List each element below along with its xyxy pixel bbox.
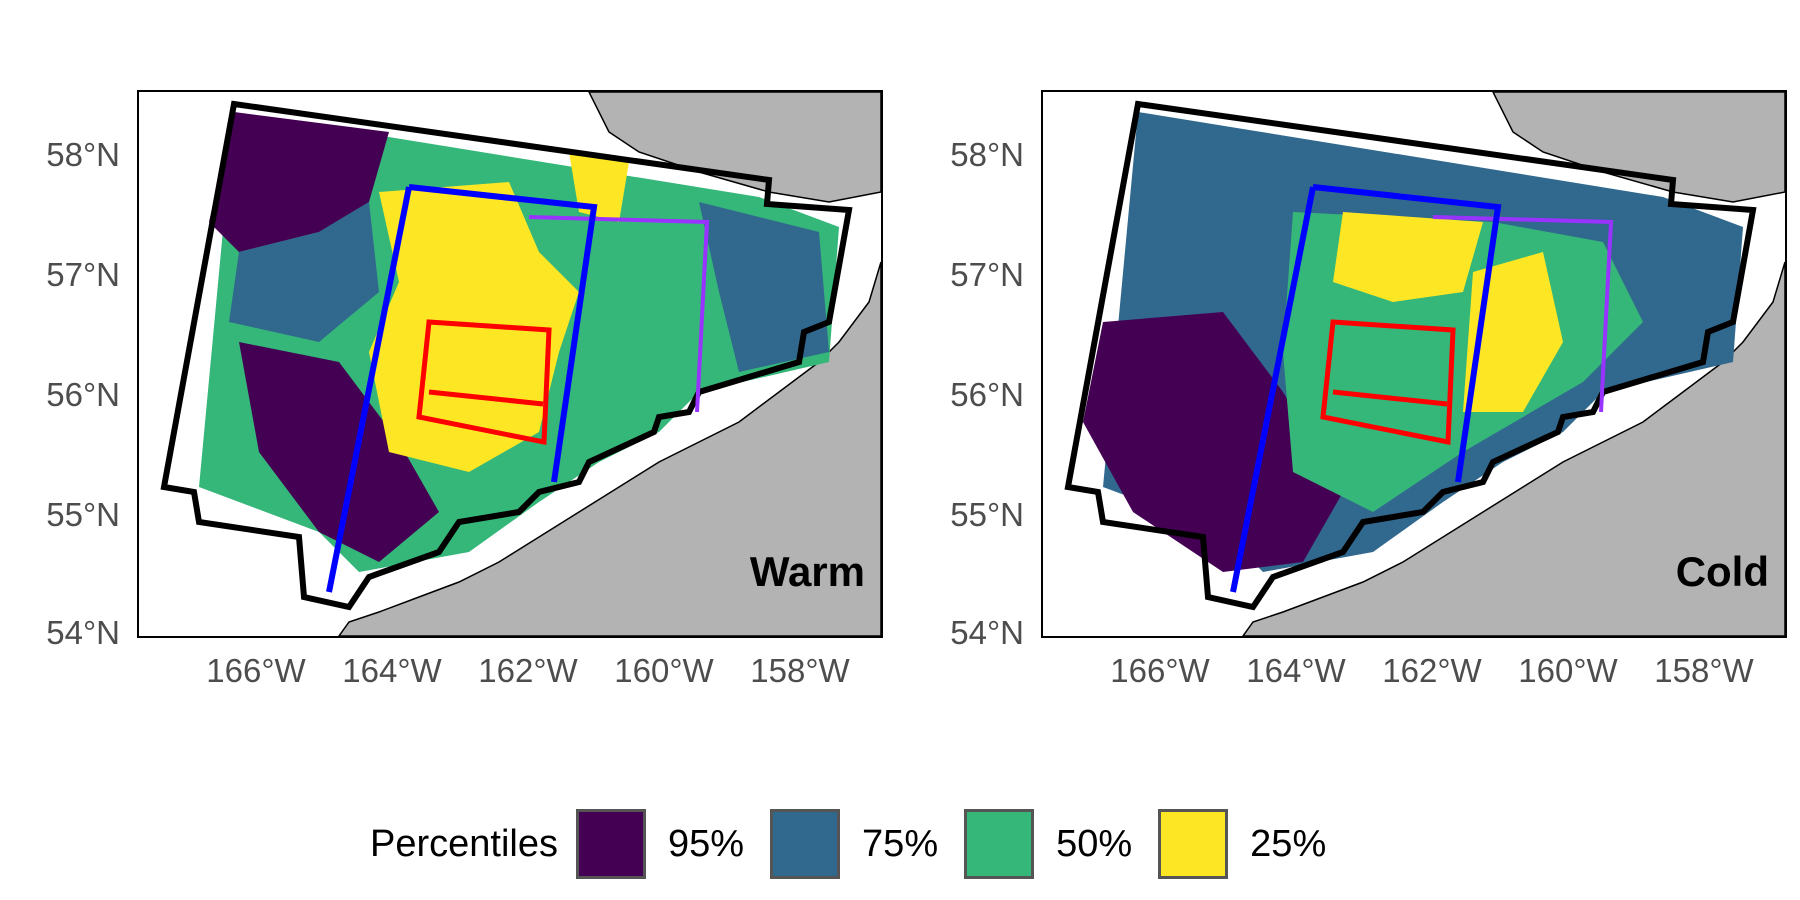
- ytick-56-warm: 56°N: [46, 376, 120, 413]
- red-box: [1320, 319, 1456, 446]
- red-box: [416, 319, 552, 446]
- region-95-south: [1083, 312, 1343, 572]
- legend-label-75: 75%: [862, 822, 939, 865]
- ytick-57-cold: 57°N: [950, 256, 1024, 293]
- map-cold-svg: [1064, 92, 1785, 636]
- legend-label-25: 25%: [1250, 822, 1327, 865]
- ytick-58-warm: 58°N: [46, 136, 120, 173]
- xtick-160-cold: 160°W: [1518, 652, 1618, 689]
- map-warm-svg: [160, 92, 881, 636]
- xtick-166-cold: 166°W: [1110, 652, 1210, 689]
- panel-label-cold: Cold: [1675, 548, 1769, 595]
- region-75-west: [229, 202, 379, 342]
- ytick-58-cold: 58°N: [950, 136, 1024, 173]
- legend-key-75: [770, 809, 841, 879]
- legend: Percentiles 95% 75% 50% 25%: [370, 806, 1352, 882]
- legend-key-25: [1158, 809, 1229, 879]
- xtick-160-warm: 160°W: [614, 652, 714, 689]
- legend-title: Percentiles: [370, 822, 558, 865]
- blue-box: [1230, 184, 1502, 593]
- region-75-east: [699, 202, 829, 372]
- blue-box: [326, 184, 598, 593]
- ytick-56-cold: 56°N: [950, 376, 1024, 413]
- map-panel-cold: Cold: [1041, 90, 1787, 638]
- xtick-162-warm: 162°W: [478, 652, 578, 689]
- xtick-166-warm: 166°W: [206, 652, 306, 689]
- legend-key-95: [575, 809, 646, 879]
- xtick-162-cold: 162°W: [1382, 652, 1482, 689]
- ytick-57-warm: 57°N: [46, 256, 120, 293]
- xtick-158-warm: 158°W: [750, 652, 850, 689]
- xtick-158-cold: 158°W: [1654, 652, 1754, 689]
- legend-key-50: [964, 809, 1035, 879]
- xtick-164-cold: 164°W: [1246, 652, 1346, 689]
- region-95-south: [239, 342, 439, 562]
- survey-outline: [1064, 100, 1757, 611]
- ytick-54-cold: 54°N: [950, 614, 1024, 651]
- region-25-center: [1333, 212, 1483, 302]
- legend-label-50: 50%: [1056, 822, 1133, 865]
- ytick-55-warm: 55°N: [46, 496, 120, 533]
- map-panel-warm: Warm: [137, 90, 883, 638]
- panel-label-warm: Warm: [749, 548, 865, 595]
- ytick-55-cold: 55°N: [950, 496, 1024, 533]
- ytick-54-warm: 54°N: [46, 614, 120, 651]
- legend-label-95: 95%: [667, 822, 745, 865]
- xtick-164-warm: 164°W: [342, 652, 442, 689]
- survey-outline: [160, 100, 853, 611]
- purple-box: [1432, 215, 1614, 413]
- purple-box: [528, 215, 710, 413]
